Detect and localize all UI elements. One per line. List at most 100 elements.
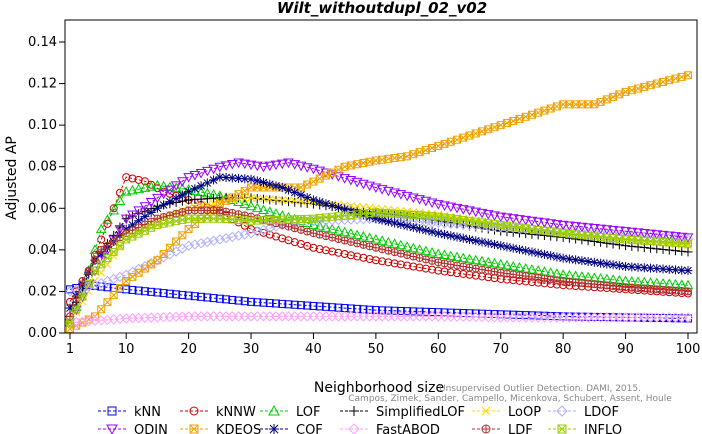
data-point-ldf bbox=[453, 261, 462, 270]
data-point-knn bbox=[172, 290, 181, 299]
data-point-odin bbox=[682, 233, 694, 243]
data-point-knn bbox=[165, 289, 174, 298]
data-point-cof bbox=[527, 247, 537, 257]
data-point-knn bbox=[153, 288, 162, 297]
data-point-lof bbox=[345, 228, 357, 238]
x-tick-label: 30 bbox=[243, 342, 260, 357]
data-point-odin bbox=[638, 229, 650, 239]
data-point-cof bbox=[396, 219, 406, 229]
x-tick-label: 100 bbox=[676, 342, 701, 357]
data-point-ldf bbox=[459, 262, 468, 271]
data-point-ldf bbox=[409, 252, 418, 261]
data-point-ldf bbox=[596, 280, 605, 289]
data-point-cof bbox=[558, 253, 568, 263]
data-point-odin bbox=[245, 160, 257, 171]
data-point-odin bbox=[158, 189, 169, 200]
data-point-ldof bbox=[227, 231, 238, 243]
data-point-knn bbox=[203, 293, 212, 302]
data-point-loop bbox=[265, 195, 274, 203]
data-point-odin bbox=[251, 161, 263, 172]
data-point-ldf bbox=[359, 240, 368, 249]
data-point-knn bbox=[147, 287, 156, 296]
data-point-odin bbox=[145, 198, 157, 208]
data-point-knnw bbox=[384, 258, 393, 267]
data-point-odin bbox=[289, 160, 301, 170]
data-point-knn bbox=[421, 307, 430, 316]
data-point-simplifiedlof bbox=[677, 246, 687, 256]
data-point-simplifiedlof bbox=[296, 198, 306, 208]
data-point-cof bbox=[315, 197, 325, 207]
data-point-cof bbox=[152, 203, 162, 213]
data-point-lof bbox=[89, 244, 101, 254]
data-point-ldof bbox=[252, 226, 263, 237]
data-point-knnw bbox=[421, 264, 430, 273]
data-point-knn bbox=[240, 297, 249, 306]
legend: kNN kNNW LOF SimplifiedLOF LoOP LDOF ODIN KDEOS… bbox=[98, 404, 622, 434]
data-point-knn bbox=[140, 287, 149, 296]
x-tick-label: 1 bbox=[66, 342, 74, 357]
chart-title: Wilt_withoutdupl_02_v02 bbox=[277, 0, 487, 17]
data-point-odin bbox=[189, 171, 201, 181]
data-point-cof bbox=[252, 176, 262, 186]
data-point-knn bbox=[103, 283, 112, 292]
data-point-knnw bbox=[428, 265, 437, 274]
data-point-knn bbox=[396, 306, 405, 315]
data-point-cof bbox=[259, 178, 269, 188]
y-tick-label: 0.14 bbox=[28, 35, 57, 50]
data-point-ldof bbox=[214, 234, 226, 245]
data-point-odin bbox=[551, 220, 563, 230]
data-point-knn bbox=[303, 301, 312, 310]
data-point-knnw bbox=[365, 255, 374, 264]
data-point-cof bbox=[390, 218, 400, 228]
data-point-lof bbox=[351, 229, 363, 240]
series-lof bbox=[64, 179, 694, 327]
y-tick-label: 0.10 bbox=[28, 118, 57, 133]
data-point-cof bbox=[552, 252, 562, 262]
data-point-odin bbox=[264, 161, 276, 172]
data-point-ldf bbox=[434, 258, 443, 267]
data-point-knn bbox=[371, 306, 380, 315]
x-tick-label: 90 bbox=[617, 342, 634, 357]
data-point-knn bbox=[359, 305, 368, 314]
data-point-knn bbox=[184, 291, 193, 300]
data-point-lof bbox=[139, 182, 151, 192]
data-point-simplifiedlof bbox=[671, 246, 681, 256]
data-point-odin bbox=[139, 202, 151, 212]
data-point-loop bbox=[247, 194, 255, 202]
data-point-knnw bbox=[359, 253, 368, 262]
data-point-odin bbox=[276, 159, 288, 170]
data-point-ldf bbox=[103, 241, 112, 250]
data-point-simplifiedlof bbox=[683, 247, 693, 257]
data-point-odin bbox=[351, 177, 363, 188]
data-point-lof bbox=[401, 241, 413, 251]
legend-label: kNNW bbox=[216, 405, 256, 420]
data-point-cof bbox=[427, 227, 437, 237]
data-point-simplifiedlof bbox=[646, 243, 656, 253]
data-point-cof bbox=[483, 238, 493, 248]
legend-item-odin: ODIN bbox=[98, 423, 168, 434]
data-point-knn bbox=[253, 298, 262, 307]
data-point-odin bbox=[164, 185, 176, 196]
data-point-ldf bbox=[90, 256, 99, 265]
data-point-kdeos bbox=[684, 71, 692, 80]
data-point-ldof bbox=[233, 230, 244, 241]
data-point-knnw bbox=[378, 257, 387, 266]
data-point-odin bbox=[570, 222, 581, 232]
watermark-line-1: Campos, Zimek, Sander, Campello, Micenko… bbox=[348, 394, 672, 404]
data-point-knnw bbox=[109, 204, 118, 213]
data-point-lof bbox=[164, 181, 176, 192]
axes: 1 10 20 30 40 50 60 70 80 90 100 0.00 0.02 0.04 0.06 0.… bbox=[28, 35, 700, 357]
data-point-lof bbox=[270, 208, 282, 218]
data-point-knn bbox=[284, 300, 293, 309]
data-point-ldf bbox=[396, 249, 405, 258]
data-point-lof bbox=[245, 200, 257, 211]
data-point-simplifiedlof bbox=[271, 195, 281, 205]
data-point-knn bbox=[509, 310, 518, 319]
data-point-lof bbox=[395, 239, 407, 250]
data-point-cof bbox=[377, 215, 387, 225]
data-point-odin bbox=[482, 210, 494, 220]
data-point-odin bbox=[383, 186, 394, 197]
data-point-cof bbox=[514, 244, 524, 254]
data-point-cof bbox=[477, 237, 487, 247]
data-point-lof bbox=[489, 257, 500, 268]
